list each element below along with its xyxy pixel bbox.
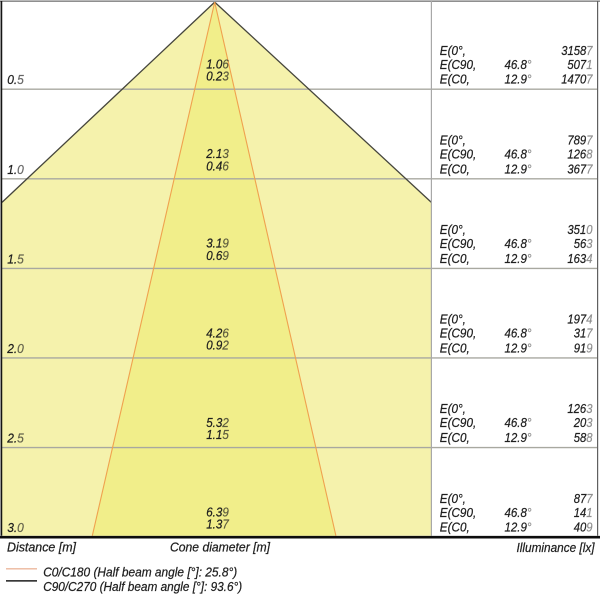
svg-text:12.9°: 12.9° xyxy=(505,72,532,87)
svg-text:3.0: 3.0 xyxy=(7,520,24,535)
svg-text:E(C90,: E(C90, xyxy=(440,505,476,520)
svg-text:Illuminance [lx]: Illuminance [lx] xyxy=(517,540,595,555)
svg-text:14707: 14707 xyxy=(561,72,593,87)
svg-text:Distance [m]: Distance [m] xyxy=(7,539,76,554)
svg-text:0.46: 0.46 xyxy=(206,158,229,173)
svg-text:E(C0,: E(C0, xyxy=(440,341,470,356)
svg-text:6.39: 6.39 xyxy=(206,505,229,520)
svg-text:46.8°: 46.8° xyxy=(505,57,532,72)
svg-text:12.9°: 12.9° xyxy=(505,430,532,445)
svg-text:2.0: 2.0 xyxy=(6,341,24,356)
svg-text:3.19: 3.19 xyxy=(206,236,229,251)
svg-text:1.15: 1.15 xyxy=(206,427,229,442)
svg-text:E(0°,: E(0°, xyxy=(440,491,466,506)
svg-text:C0/C180 (Half beam angle [°]:: C0/C180 (Half beam angle [°]: 25.8°) xyxy=(43,564,237,579)
svg-text:46.8°: 46.8° xyxy=(505,505,532,520)
svg-text:5071: 5071 xyxy=(567,57,592,72)
svg-text:2.5: 2.5 xyxy=(6,431,24,446)
svg-text:1.37: 1.37 xyxy=(206,517,229,532)
svg-text:46.8°: 46.8° xyxy=(505,415,532,430)
svg-text:1268: 1268 xyxy=(567,146,593,161)
svg-text:0.5: 0.5 xyxy=(7,72,24,87)
svg-text:0.92: 0.92 xyxy=(206,338,229,353)
svg-text:0.23: 0.23 xyxy=(206,69,229,84)
svg-text:E(0°,: E(0°, xyxy=(440,222,466,237)
svg-text:12.9°: 12.9° xyxy=(505,520,532,535)
svg-text:203: 203 xyxy=(573,415,593,430)
svg-text:E(C90,: E(C90, xyxy=(440,236,476,251)
svg-text:3677: 3677 xyxy=(567,161,593,176)
svg-text:46.8°: 46.8° xyxy=(505,326,532,341)
svg-text:563: 563 xyxy=(574,236,593,251)
svg-text:E(0°,: E(0°, xyxy=(440,43,466,58)
svg-text:E(0°,: E(0°, xyxy=(440,312,466,327)
svg-text:12.9°: 12.9° xyxy=(505,161,532,176)
svg-text:1974: 1974 xyxy=(567,312,592,327)
svg-text:E(0°,: E(0°, xyxy=(440,401,466,416)
svg-text:12.9°: 12.9° xyxy=(505,341,532,356)
svg-text:1.06: 1.06 xyxy=(206,57,229,72)
svg-text:E(C0,: E(C0, xyxy=(440,251,470,266)
svg-text:1263: 1263 xyxy=(567,401,593,416)
svg-text:E(C0,: E(C0, xyxy=(440,430,470,445)
svg-text:4.26: 4.26 xyxy=(206,325,229,340)
svg-text:E(C0,: E(C0, xyxy=(440,72,470,87)
svg-text:1634: 1634 xyxy=(567,251,592,266)
svg-text:0.69: 0.69 xyxy=(206,248,229,263)
svg-text:1.5: 1.5 xyxy=(7,251,24,266)
svg-text:409: 409 xyxy=(574,520,593,535)
svg-text:C90/C270 (Half beam angle [°]:: C90/C270 (Half beam angle [°]: 93.6°) xyxy=(43,579,242,594)
svg-text:5.32: 5.32 xyxy=(206,415,229,430)
svg-text:E(C90,: E(C90, xyxy=(440,326,476,341)
svg-text:46.8°: 46.8° xyxy=(505,236,532,251)
svg-text:3510: 3510 xyxy=(567,222,593,237)
svg-text:31587: 31587 xyxy=(561,43,593,58)
svg-text:7897: 7897 xyxy=(567,132,593,147)
svg-text:141: 141 xyxy=(574,505,593,520)
svg-text:E(C90,: E(C90, xyxy=(440,415,476,430)
svg-text:317: 317 xyxy=(574,326,593,341)
svg-text:E(C0,: E(C0, xyxy=(440,161,470,176)
svg-text:877: 877 xyxy=(574,491,593,506)
svg-text:46.8°: 46.8° xyxy=(505,146,532,161)
svg-text:E(C0,: E(C0, xyxy=(440,520,470,535)
svg-text:2.13: 2.13 xyxy=(205,146,229,161)
svg-text:E(0°,: E(0°, xyxy=(440,132,466,147)
svg-text:1.0: 1.0 xyxy=(7,162,24,177)
svg-text:Cone diameter [m]: Cone diameter [m] xyxy=(170,539,270,554)
svg-text:588: 588 xyxy=(574,430,593,445)
svg-text:E(C90,: E(C90, xyxy=(440,146,476,161)
svg-text:E(C90,: E(C90, xyxy=(440,57,476,72)
svg-text:919: 919 xyxy=(574,341,593,356)
svg-text:12.9°: 12.9° xyxy=(505,251,532,266)
